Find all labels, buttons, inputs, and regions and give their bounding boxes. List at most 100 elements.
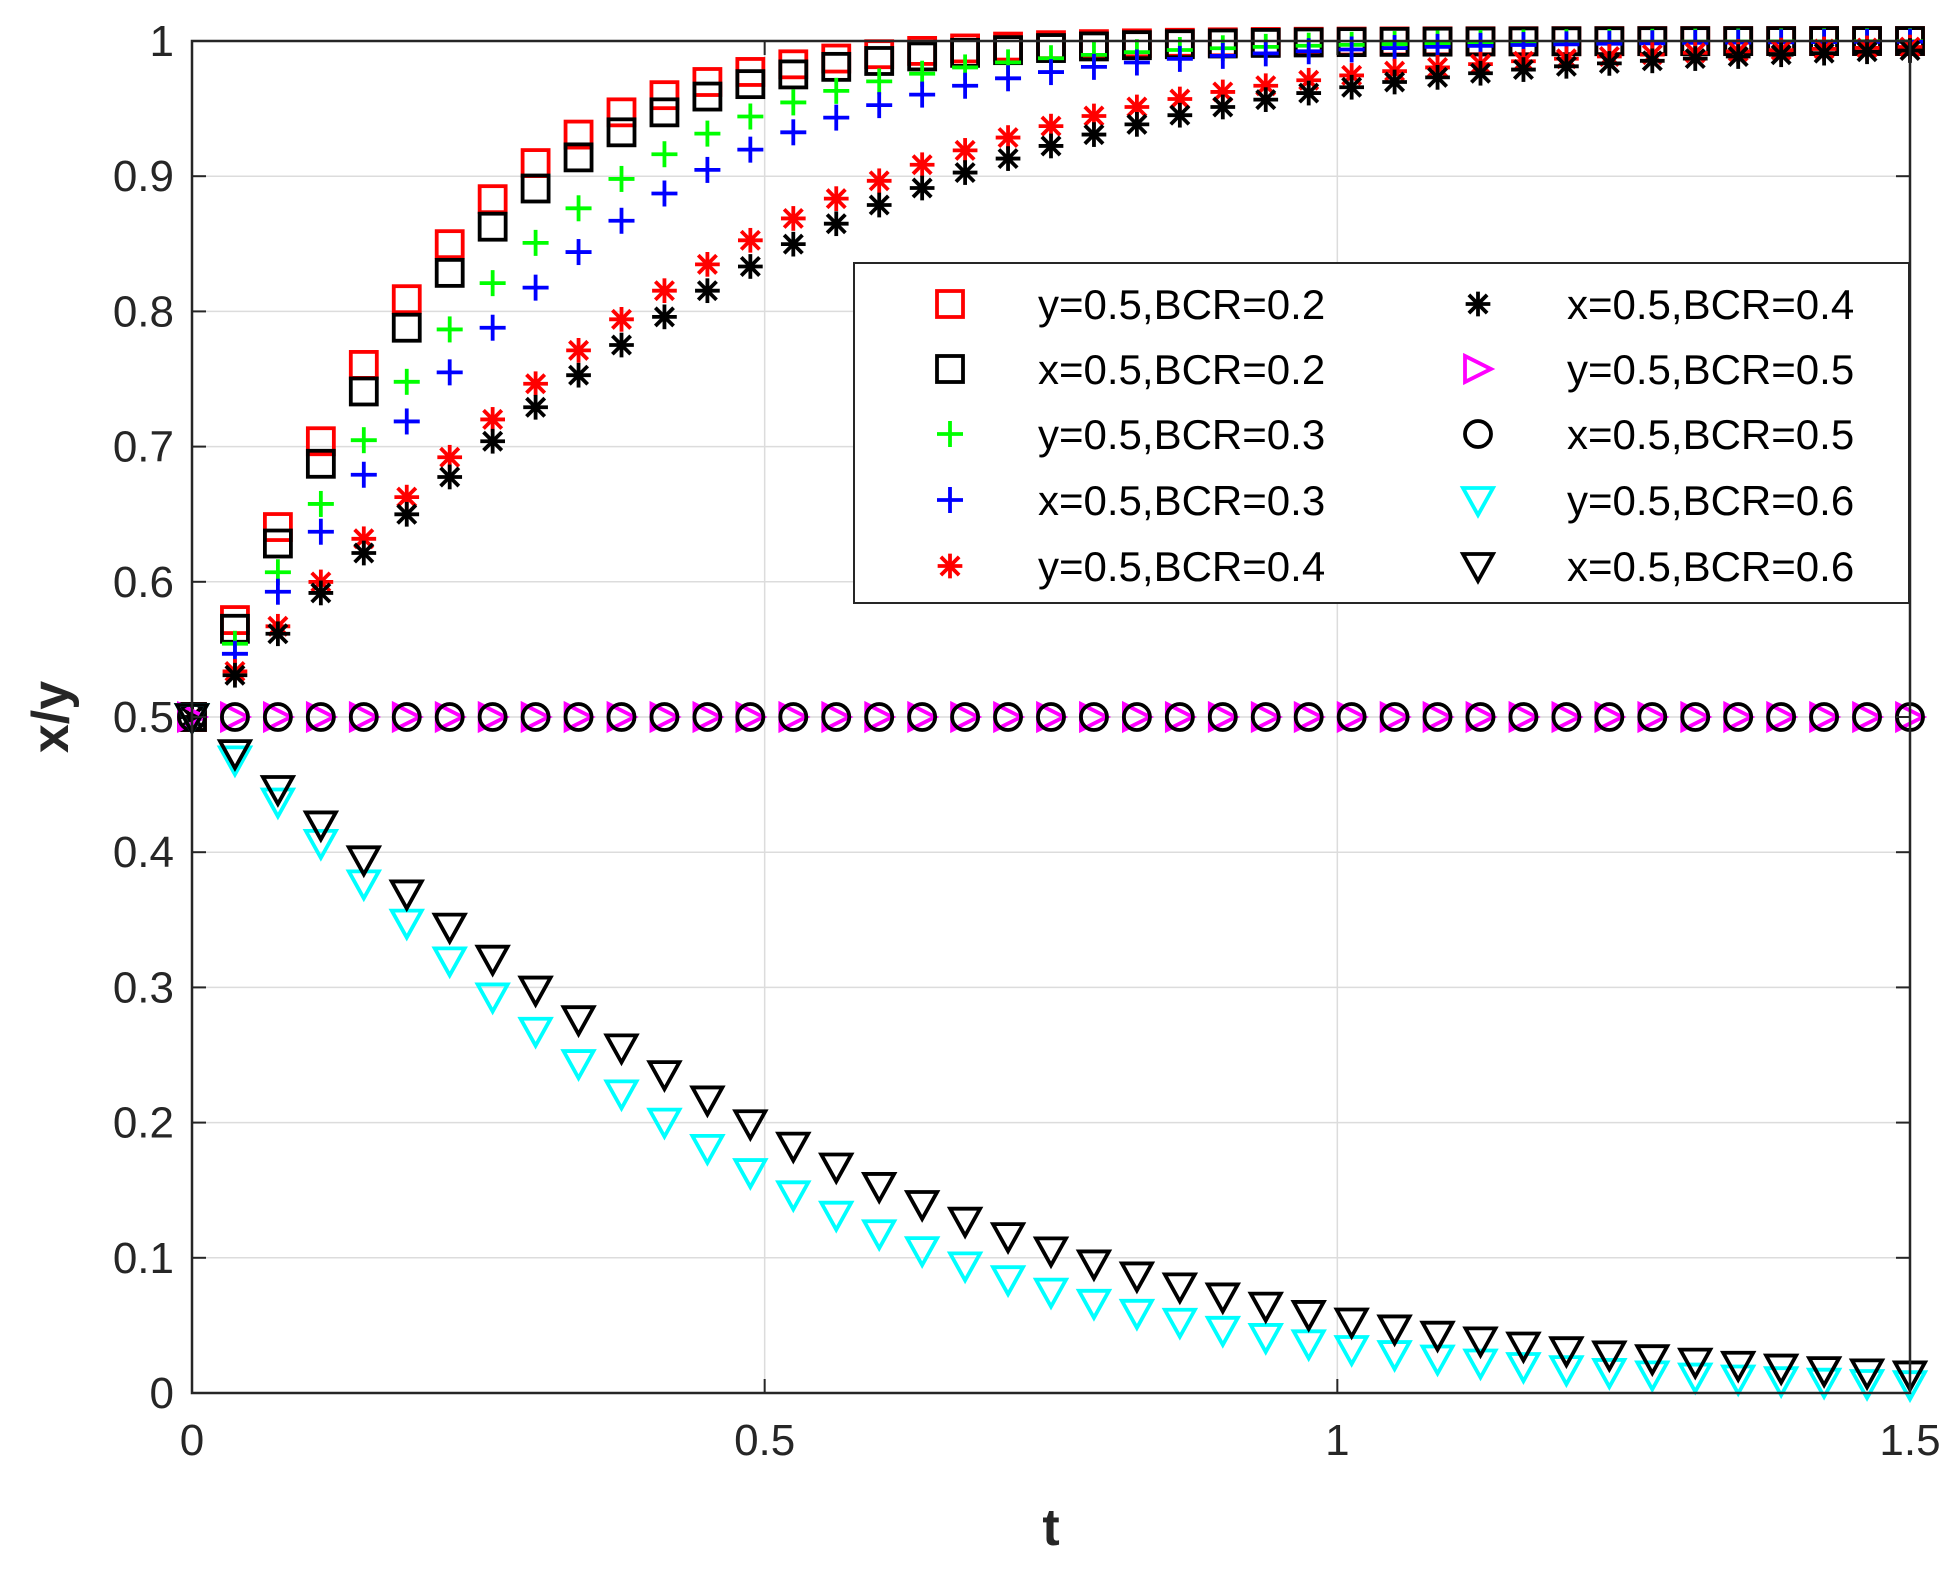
- data-point: [1548, 1336, 1585, 1370]
- data-point: [348, 376, 379, 407]
- legend-label: y=0.5,BCR=0.2: [1038, 281, 1325, 328]
- data-point: [995, 125, 1021, 150]
- data-point: [480, 407, 505, 432]
- data-point: [1164, 702, 1195, 732]
- data-point: [302, 828, 340, 862]
- data-point: [606, 117, 637, 148]
- data-point: [950, 702, 980, 732]
- data-point: [1123, 49, 1150, 76]
- data-point: [434, 257, 465, 288]
- data-point: [1805, 1356, 1843, 1390]
- data-point: [1465, 702, 1496, 732]
- data-point: [305, 702, 336, 732]
- data-point: [946, 1206, 984, 1240]
- data-point: [738, 254, 763, 279]
- data-point: [995, 146, 1021, 171]
- data-point: [608, 207, 635, 234]
- y-tick-label: 0.3: [113, 963, 174, 1012]
- x-tick-label: 0: [180, 1416, 204, 1465]
- data-point: [692, 702, 723, 732]
- data-point: [520, 173, 551, 204]
- data-point: [952, 138, 978, 163]
- data-point: [262, 512, 293, 542]
- data-point: [866, 92, 893, 119]
- data-point: [1468, 60, 1493, 86]
- data-point: [603, 1079, 640, 1113]
- data-point: [522, 229, 549, 256]
- legend-label: x=0.5,BCR=0.2: [1038, 346, 1325, 393]
- data-point: [1725, 44, 1751, 69]
- data-point: [993, 702, 1023, 732]
- data-point: [695, 252, 720, 277]
- data-point: [1381, 35, 1408, 62]
- data-point: [1848, 1358, 1886, 1392]
- data-point: [437, 464, 463, 490]
- data-point: [651, 141, 678, 168]
- data-point: [1766, 702, 1797, 732]
- data-point: [1811, 40, 1837, 66]
- data-point: [737, 136, 764, 163]
- legend-item: x=0.5,BCR=0.2: [935, 346, 1325, 393]
- data-point: [1376, 1314, 1413, 1348]
- legend-item: y=0.5,BCR=0.2: [935, 281, 1325, 328]
- data-point: [1036, 702, 1066, 732]
- data-point: [1333, 1307, 1370, 1341]
- data-point: [1124, 112, 1150, 137]
- data-point: [907, 702, 938, 732]
- data-point: [1768, 42, 1794, 68]
- data-point: [1080, 53, 1107, 80]
- legend-label: x=0.5,BCR=0.6: [1567, 543, 1854, 590]
- data-point: [737, 103, 764, 130]
- legend-marker: [935, 354, 965, 384]
- data-point: [695, 278, 720, 304]
- legend-marker: [937, 487, 963, 513]
- data-point: [308, 580, 334, 606]
- data-point: [259, 775, 297, 808]
- data-point: [775, 1180, 812, 1214]
- data-point: [1805, 1367, 1843, 1401]
- legend-item: x=0.5,BCR=0.3: [937, 477, 1325, 524]
- data-point: [1252, 40, 1279, 67]
- data-point: [351, 540, 377, 566]
- data-point: [1204, 1282, 1242, 1316]
- data-point: [393, 368, 420, 395]
- data-point: [646, 1060, 683, 1094]
- data-point: [437, 444, 463, 470]
- data-point: [1680, 702, 1711, 732]
- data-point: [989, 1265, 1027, 1299]
- legend-marker: [937, 553, 963, 579]
- data-point: [1462, 1348, 1499, 1382]
- data-point: [989, 1222, 1027, 1256]
- data-point: [821, 702, 852, 732]
- data-point: [305, 426, 336, 457]
- data-point: [307, 518, 334, 545]
- x-axis-title: t: [1042, 1499, 1059, 1557]
- data-point: [1075, 1249, 1113, 1283]
- data-point: [560, 1049, 597, 1082]
- data-point: [866, 168, 892, 194]
- data-point: [608, 165, 635, 192]
- data-point: [732, 1109, 769, 1143]
- data-point: [523, 371, 548, 397]
- legend-label: x=0.5,BCR=0.5: [1567, 411, 1854, 458]
- data-point: [394, 501, 420, 527]
- data-point: [1118, 1298, 1156, 1332]
- data-point: [1551, 702, 1582, 732]
- data-point: [565, 239, 592, 266]
- data-point: [1677, 1347, 1714, 1381]
- y-tick-labels: 0 0.1 0.2 0.3 0.4 0.5 0.6 0.7 0.8 0.9 1: [113, 17, 174, 1418]
- data-point: [823, 104, 850, 131]
- data-point: [735, 702, 766, 732]
- data-point: [222, 662, 248, 688]
- data-point: [522, 274, 549, 301]
- data-point: [220, 702, 250, 732]
- data-point: [860, 1172, 898, 1205]
- data-point: [603, 1033, 640, 1067]
- data-point: [609, 306, 634, 332]
- data-point: [689, 1085, 726, 1119]
- data-point: [909, 175, 935, 201]
- data-point: [775, 1131, 812, 1165]
- data-point: [348, 702, 379, 732]
- data-point: [479, 314, 506, 341]
- data-point: [646, 1107, 683, 1141]
